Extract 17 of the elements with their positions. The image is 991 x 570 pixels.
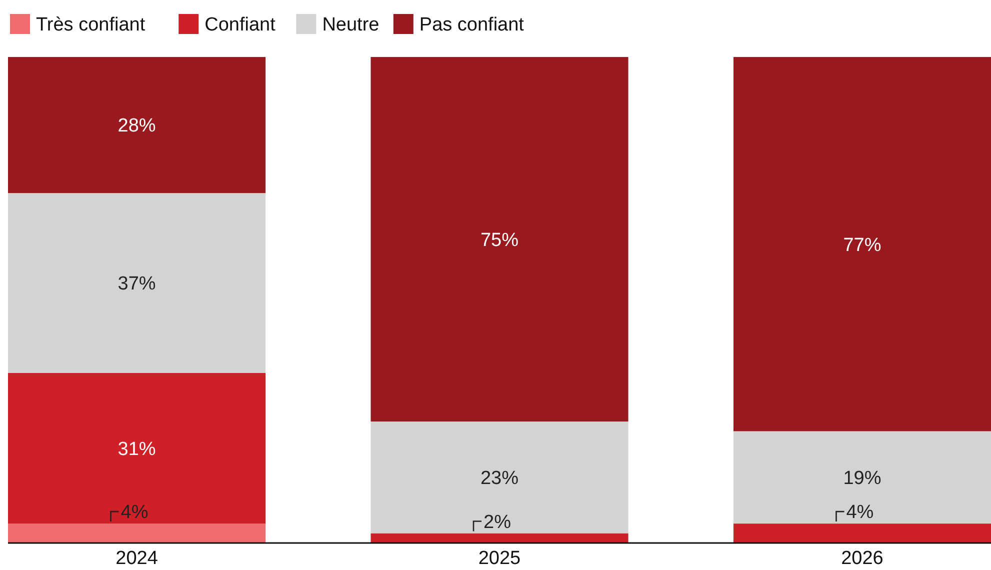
data-label: 4%: [120, 502, 148, 524]
data-label: 77%: [843, 234, 882, 256]
data-label: 75%: [480, 230, 519, 251]
legend-label: Neutre: [322, 14, 380, 36]
legend-label: Très confiant: [36, 14, 146, 36]
data-label: 37%: [118, 274, 156, 295]
x-tick-label: 2026: [841, 548, 884, 569]
data-label: 19%: [843, 468, 882, 490]
legend-label: Pas confiant: [419, 14, 525, 36]
data-label: 4%: [846, 502, 874, 524]
x-tick-label: 2024: [116, 548, 158, 569]
data-label: 23%: [480, 468, 519, 490]
legend-label: Confiant: [204, 14, 276, 36]
x-tick-label: 2025: [478, 548, 521, 569]
data-label: 2%: [484, 512, 512, 533]
data-label: 28%: [118, 116, 156, 137]
data-label: 31%: [118, 438, 156, 460]
